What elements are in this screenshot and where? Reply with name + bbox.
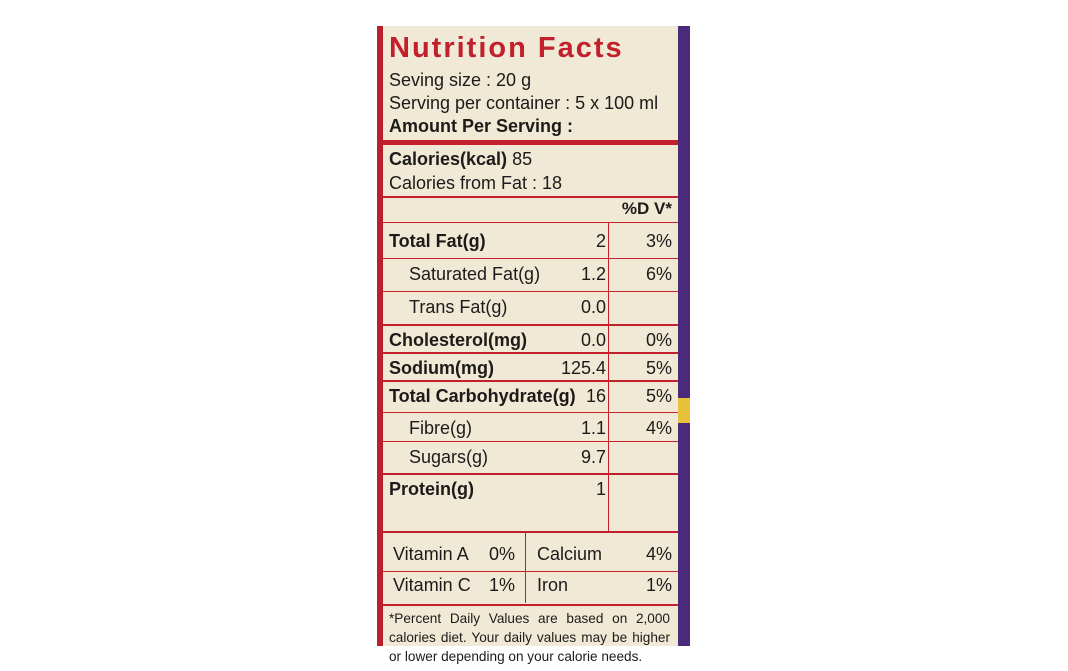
nutrient-daily-value: 6%: [645, 264, 672, 284]
divider: [383, 604, 678, 606]
table-row: Sugars(g) 9.7: [383, 442, 678, 475]
nutrient-daily-value: 5%: [645, 386, 672, 406]
row-divider: [383, 380, 678, 382]
row-divider: [383, 412, 678, 413]
calories-from-fat: Calories from Fat : 18: [389, 173, 563, 193]
calcium-label: Calcium: [537, 544, 603, 564]
table-row: Total Carbohydrate(g) 16 5%: [383, 381, 678, 413]
daily-value-header: %D V*: [621, 199, 672, 218]
row-divider: [383, 441, 678, 442]
calcium-dv: 4%: [645, 544, 672, 564]
vitamin-c-dv: 1%: [489, 575, 516, 595]
nutrient-name: Sugars(g): [409, 447, 489, 467]
divider: [383, 531, 678, 533]
row-divider: [383, 473, 678, 475]
nutrient-name: Fibre(g): [409, 418, 473, 438]
thick-divider: [383, 140, 678, 145]
calories-line: Calories(kcal) 85: [389, 149, 532, 170]
row-divider: [383, 291, 678, 292]
nutrient-name: Protein(g): [389, 479, 474, 499]
column-divider: [608, 223, 609, 531]
vitamin-a-dv: 0%: [489, 544, 516, 564]
footnote: *Percent Daily Values are based on 2,000…: [389, 611, 670, 664]
nutrient-amount: 9.7: [580, 447, 606, 467]
calories-value: 85: [512, 149, 533, 169]
nutrient-name: Sodium(mg): [389, 358, 494, 378]
serving-per-container: Serving per container : 5 x 100 ml: [389, 93, 659, 113]
nutrient-amount: 1.1: [580, 418, 606, 438]
iron-label: Iron: [537, 575, 569, 595]
nutrient-amount: 0.0: [580, 297, 606, 317]
nutrient-name: Total Fat(g): [389, 231, 486, 251]
nutrient-daily-value: 0%: [645, 330, 672, 350]
vitamin-a-label: Vitamin A: [393, 544, 469, 564]
table-row: Protein(g) 1: [383, 474, 678, 505]
row-divider: [383, 258, 678, 259]
serving-size: Seving size : 20 g: [389, 70, 532, 90]
vitamin-divider: [525, 533, 526, 603]
nutrient-name: Trans Fat(g): [409, 297, 508, 317]
nutrient-amount: 1.2: [580, 264, 606, 284]
nutrient-name: Total Carbohydrate(g): [389, 386, 576, 406]
calories-label: Calories(kcal): [389, 149, 508, 169]
divider: [383, 196, 678, 198]
nutrient-name: Cholesterol(mg): [389, 330, 528, 350]
nutrient-amount: 1: [595, 479, 606, 499]
divider: [383, 222, 678, 223]
table-row: Saturated Fat(g) 1.2 6%: [383, 259, 678, 292]
table-row: Total Fat(g) 2 3%: [383, 226, 678, 259]
row-divider: [383, 324, 678, 326]
nutrient-name: Saturated Fat(g): [409, 264, 541, 284]
row-divider: [383, 352, 678, 354]
nutrient-daily-value: 3%: [645, 231, 672, 251]
nutrient-amount: 0.0: [580, 330, 606, 350]
iron-dv: 1%: [645, 575, 672, 595]
carton-purple-edge: [678, 26, 690, 646]
nutrient-amount: 16: [585, 386, 606, 406]
table-row: Trans Fat(g) 0.0: [383, 292, 678, 326]
nutrient-amount: 125.4: [560, 358, 606, 378]
nutrient-daily-value: 5%: [645, 358, 672, 378]
nutrient-amount: 2: [595, 231, 606, 251]
carton-red-edge: [377, 26, 383, 646]
amount-per-serving: Amount Per Serving :: [389, 116, 574, 136]
table-row: Cholesterol(mg) 0.0 0%: [383, 325, 678, 354]
vitamin-c-label: Vitamin C: [393, 575, 471, 595]
nutrition-facts-label: Nutrition Facts Seving size : 20 g Servi…: [383, 26, 678, 664]
table-row: Sodium(mg) 125.4 5%: [383, 353, 678, 382]
table-row: Fibre(g) 1.1 4%: [383, 413, 678, 442]
label-title: Nutrition Facts: [389, 32, 624, 64]
nutrient-daily-value: 4%: [645, 418, 672, 438]
divider: [383, 571, 678, 572]
